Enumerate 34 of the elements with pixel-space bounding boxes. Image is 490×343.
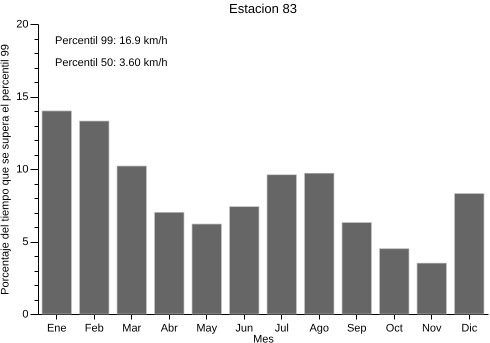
x-axis-title: Mes (253, 334, 274, 343)
annotation: Percentil 50: 3.60 km/h (55, 57, 168, 69)
x-tick-label: Jul (274, 322, 289, 334)
bar (266, 174, 297, 314)
y-tick-label: 0 (22, 308, 28, 320)
bar (192, 224, 222, 314)
x-tick-label: Ago (309, 322, 330, 334)
x-tick-label: Mar (122, 322, 142, 334)
annotation: Percentil 99: 16.9 km/h (55, 35, 168, 47)
bar (416, 262, 447, 314)
x-tick-label: Jun (235, 322, 254, 334)
x-tick-label: Feb (84, 322, 104, 334)
bar (116, 166, 147, 314)
x-tick-label: Oct (386, 322, 403, 334)
y-tick-label: 5 (22, 236, 28, 248)
y-tick-label: 10 (16, 164, 28, 176)
y-tick-label: 20 (16, 18, 28, 30)
bar (42, 110, 72, 314)
bar (154, 212, 184, 314)
chart-title: Estacion 83 (229, 1, 297, 16)
x-tick-label: Nov (422, 322, 442, 334)
x-tick-label: Abr (160, 322, 178, 334)
x-tick-label: Ene (46, 322, 67, 334)
x-tick-label: Dic (461, 322, 478, 334)
bar (229, 206, 260, 314)
bar (454, 193, 484, 314)
bar (304, 173, 334, 314)
bar (79, 120, 110, 314)
x-tick-label: Sep (346, 322, 367, 334)
y-tick-label: 15 (16, 91, 28, 103)
x-tick-label: May (196, 322, 218, 334)
bar (379, 248, 410, 314)
bar (342, 222, 372, 314)
y-axis-title: Porcentaje del tiempo que se supera el percentil 99 (0, 44, 12, 295)
